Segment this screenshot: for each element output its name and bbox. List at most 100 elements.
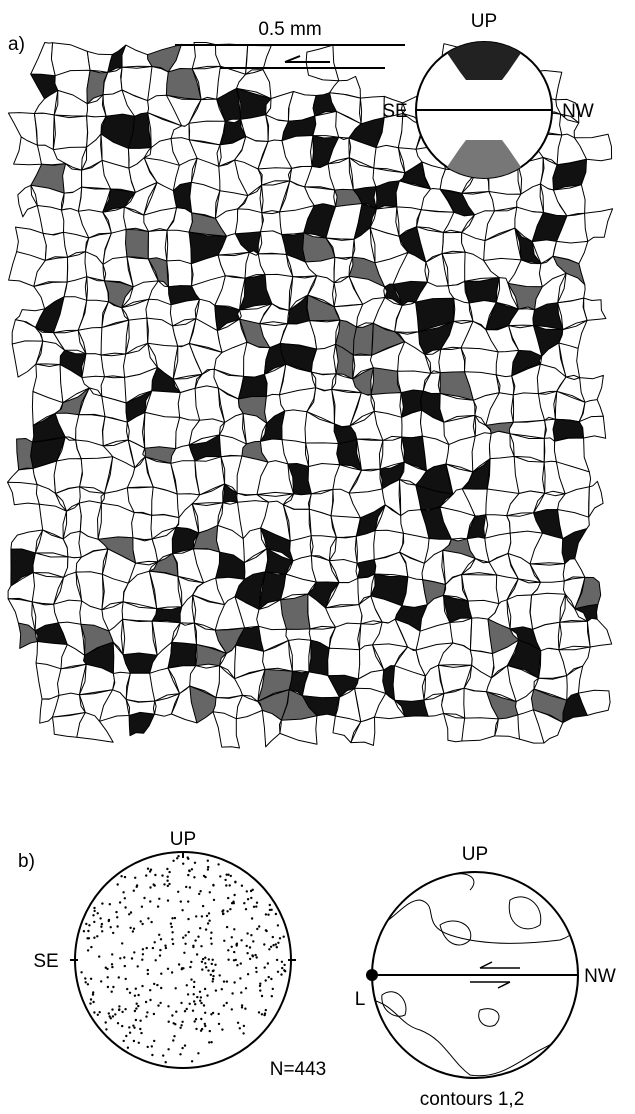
pole-dot bbox=[250, 934, 252, 936]
pole-dot bbox=[92, 991, 94, 993]
grain bbox=[514, 456, 545, 493]
pole-dot bbox=[171, 971, 173, 973]
pole-dot bbox=[134, 995, 136, 997]
pole-dot bbox=[157, 1004, 159, 1006]
grain bbox=[282, 410, 309, 443]
pole-dot bbox=[256, 956, 258, 958]
pole-dot bbox=[101, 930, 103, 932]
pole-dot bbox=[189, 966, 191, 968]
pole-dot bbox=[217, 863, 219, 865]
pole-dot bbox=[174, 917, 176, 919]
pole-dot bbox=[222, 913, 224, 915]
pole-dot bbox=[233, 894, 235, 896]
pole-dot bbox=[275, 913, 277, 915]
pole-dot bbox=[255, 905, 257, 907]
pole-dot bbox=[98, 955, 100, 957]
grain bbox=[357, 439, 383, 470]
pole-dot bbox=[212, 975, 214, 977]
pole-dot bbox=[111, 953, 113, 955]
pole-dot bbox=[147, 917, 149, 919]
pole-dot bbox=[179, 1027, 181, 1029]
pole-dot bbox=[223, 1004, 225, 1006]
pole-dot bbox=[218, 1013, 220, 1015]
grain bbox=[53, 115, 87, 150]
pole-dot bbox=[172, 860, 174, 862]
grain bbox=[36, 663, 61, 699]
pole-dot bbox=[128, 913, 130, 915]
pole-dot bbox=[241, 1004, 243, 1006]
pole-dot bbox=[265, 1009, 267, 1011]
pole-dot bbox=[233, 928, 235, 930]
inset-net bbox=[416, 42, 552, 178]
pole-dot bbox=[149, 999, 151, 1001]
pole-dot bbox=[167, 885, 169, 887]
pole-dot bbox=[181, 909, 183, 911]
pole-dot bbox=[118, 1005, 120, 1007]
grain bbox=[123, 619, 158, 657]
pole-dot bbox=[193, 1000, 195, 1002]
pole-dot bbox=[109, 903, 111, 905]
pole-dot bbox=[112, 932, 114, 934]
pole-dot bbox=[80, 971, 82, 973]
pole-dot bbox=[198, 893, 200, 895]
left-net bbox=[70, 852, 296, 1068]
pole-dot bbox=[212, 978, 214, 980]
pole-dot bbox=[119, 957, 121, 959]
pole-dot bbox=[212, 884, 214, 886]
grain bbox=[235, 209, 262, 235]
pole-dot bbox=[151, 1054, 153, 1056]
pole-dot bbox=[250, 890, 252, 892]
pole-dot bbox=[171, 931, 173, 933]
pole-dot bbox=[171, 926, 173, 928]
pole-dot bbox=[83, 930, 85, 932]
pole-dot bbox=[166, 880, 168, 882]
pole-dot bbox=[185, 934, 187, 936]
pole-dot bbox=[149, 900, 151, 902]
pole-dot bbox=[90, 978, 92, 980]
pole-dot bbox=[129, 1032, 131, 1034]
net-up: UP bbox=[462, 844, 488, 865]
pole-dot bbox=[105, 1021, 107, 1023]
pole-dot bbox=[158, 898, 160, 900]
pole-dot bbox=[258, 1011, 260, 1013]
pole-dot bbox=[246, 945, 248, 947]
pole-dot bbox=[145, 1015, 147, 1017]
pole-dot bbox=[259, 983, 261, 985]
pole-dot bbox=[213, 899, 215, 901]
pole-dot bbox=[105, 967, 107, 969]
pole-dot bbox=[237, 1022, 239, 1024]
pole-dot bbox=[200, 1002, 202, 1004]
lineation-label: L bbox=[355, 989, 366, 1010]
pole-dot bbox=[89, 1002, 91, 1004]
pole-dot bbox=[234, 881, 236, 883]
pole-dot bbox=[167, 899, 169, 901]
net-right: NW bbox=[584, 966, 616, 987]
pole-dot bbox=[271, 995, 273, 997]
pole-dot bbox=[226, 926, 228, 928]
grain bbox=[507, 595, 533, 631]
pole-dot bbox=[85, 981, 87, 983]
pole-dot bbox=[204, 957, 206, 959]
pole-dot bbox=[175, 987, 177, 989]
pole-dot bbox=[209, 891, 211, 893]
pole-dot bbox=[212, 970, 214, 972]
pole-dot bbox=[190, 978, 192, 980]
pole-dot bbox=[280, 973, 282, 975]
grain bbox=[281, 594, 311, 631]
pole-dot bbox=[203, 1004, 205, 1006]
pole-dot bbox=[141, 959, 143, 961]
pole-dot bbox=[199, 991, 201, 993]
pole-dot bbox=[127, 1047, 129, 1049]
grain bbox=[580, 375, 604, 402]
pole-dot bbox=[137, 994, 139, 996]
grain bbox=[152, 607, 183, 623]
pole-dot bbox=[206, 915, 208, 917]
pole-dot bbox=[141, 906, 143, 908]
pole-dot bbox=[201, 1028, 203, 1030]
pole-dot bbox=[131, 957, 133, 959]
pole-dot bbox=[186, 1008, 188, 1010]
pole-dot bbox=[119, 901, 121, 903]
pole-dot bbox=[117, 1022, 119, 1024]
pole-dot bbox=[142, 948, 144, 950]
pole-dot bbox=[146, 1011, 148, 1013]
